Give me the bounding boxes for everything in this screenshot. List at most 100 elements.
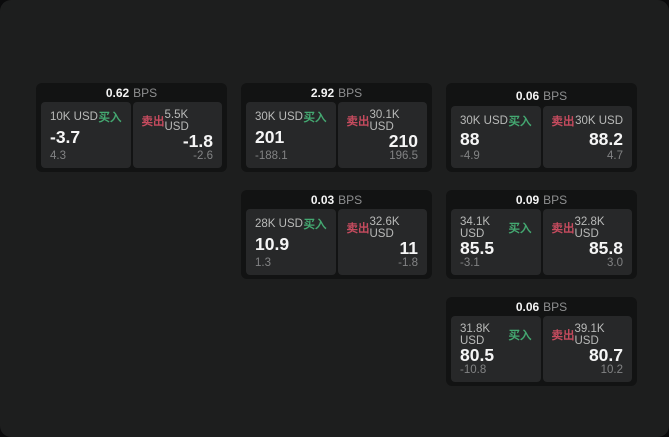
sell-header-row: 卖出 39.1K USD [552, 323, 624, 347]
bps-value: 0.06 [515, 300, 540, 315]
sell-size: 5.5K USD [164, 108, 189, 133]
sell-quote-panel[interactable]: 卖出 32.6K USD 11 -1.8 [337, 208, 427, 275]
buy-header-row: 10K USD 买入 [50, 109, 122, 125]
sell-tag: 卖出 [141, 115, 165, 128]
sell-price: 11 [399, 237, 419, 258]
buy-header-row: 31.8K USD 买入 [460, 323, 532, 347]
sell-tag: 卖出 [346, 115, 370, 128]
sell-header-row: 卖出 32.8K USD [552, 216, 624, 240]
sell-size: 32.6K USD [369, 215, 400, 240]
buy-price: -3.7 [50, 126, 81, 147]
sell-delta: 4.7 [607, 150, 623, 162]
sell-quote-panel[interactable]: 卖出 32.8K USD 85.8 3.0 [542, 208, 632, 275]
sell-delta: -2.6 [193, 150, 213, 162]
bps-unit-label: BPS [338, 193, 363, 208]
buy-size: 30K USD [460, 115, 508, 127]
buy-size: 30K USD [255, 110, 303, 123]
buy-tag: 买入 [303, 218, 327, 231]
sell-delta: 196.5 [389, 150, 418, 162]
card-header: 0.06 BPS [446, 83, 637, 106]
buy-header-row: 28K USD 买入 [255, 216, 327, 232]
sell-delta: 10.2 [600, 364, 623, 376]
sell-header-row: 卖出 30.1K USD [347, 109, 419, 133]
buy-header-row: 30K USD 买入 [460, 113, 532, 129]
bps-unit-label: BPS [543, 193, 568, 208]
sell-quote-panel[interactable]: 卖出 5.5K USD -1.8 -2.6 [132, 101, 222, 168]
quote-card: 0.62 BPS 10K USD 买入 -3.7 4.3 卖出 5.5K USD… [36, 83, 227, 172]
quote-card: 0.03 BPS 28K USD 买入 10.9 1.3 卖出 32.6K US… [241, 190, 432, 279]
buy-quote-panel[interactable]: 34.1K USD 买入 85.5 -3.1 [451, 208, 541, 275]
sell-tag: 卖出 [551, 222, 575, 235]
card-body: 34.1K USD 买入 85.5 -3.1 卖出 32.8K USD 85.8… [446, 208, 637, 280]
sell-tag: 卖出 [346, 222, 370, 235]
card-body: 28K USD 买入 10.9 1.3 卖出 32.6K USD 11 -1.8 [241, 208, 432, 280]
bps-value: 0.09 [515, 193, 540, 208]
buy-delta: 4.3 [50, 150, 66, 162]
buy-tag: 买入 [508, 329, 532, 342]
buy-header-row: 34.1K USD 买入 [460, 216, 532, 240]
sell-header-row: 卖出 30K USD [552, 113, 624, 129]
buy-delta: -188.1 [255, 150, 288, 162]
sell-price: 88.2 [588, 128, 623, 149]
sell-size: 32.8K USD [574, 215, 605, 240]
buy-size: 31.8K USD [460, 322, 491, 347]
bps-value: 2.92 [310, 86, 335, 101]
sell-price: 80.7 [588, 344, 623, 365]
card-header: 0.03 BPS [241, 190, 432, 209]
card-body: 30K USD 买入 201 -188.1 卖出 30.1K USD 210 1… [241, 101, 432, 173]
quote-card: 0.06 BPS 31.8K USD 买入 80.5 -10.8 卖出 39.1… [446, 297, 637, 386]
sell-size: 30.1K USD [369, 108, 400, 133]
buy-tag: 买入 [508, 222, 532, 235]
bps-unit-label: BPS [543, 88, 568, 103]
buy-quote-panel[interactable]: 10K USD 买入 -3.7 4.3 [41, 101, 131, 168]
buy-tag: 买入 [98, 111, 122, 124]
buy-delta: 1.3 [255, 257, 271, 269]
quote-card: 0.06 BPS 30K USD 买入 88 -4.9 卖出 30K USD 8… [446, 83, 637, 172]
quote-cards-grid: 0.62 BPS 10K USD 买入 -3.7 4.3 卖出 5.5K USD… [36, 83, 637, 386]
buy-quote-panel[interactable]: 30K USD 买入 201 -188.1 [246, 101, 336, 168]
buy-tag: 买入 [303, 111, 327, 124]
card-body: 31.8K USD 买入 80.5 -10.8 卖出 39.1K USD 80.… [446, 315, 637, 387]
sell-size: 30K USD [575, 115, 623, 127]
buy-size: 34.1K USD [460, 215, 491, 240]
sell-delta: 3.0 [607, 257, 623, 269]
sell-quote-panel[interactable]: 卖出 39.1K USD 80.7 10.2 [542, 315, 632, 382]
buy-quote-panel[interactable]: 28K USD 买入 10.9 1.3 [246, 208, 336, 275]
sell-quote-panel[interactable]: 卖出 30K USD 88.2 4.7 [542, 106, 632, 168]
sell-header-row: 卖出 5.5K USD [142, 109, 214, 133]
sell-tag: 卖出 [551, 329, 575, 342]
buy-delta: -4.9 [460, 150, 480, 162]
buy-price: 80.5 [460, 344, 495, 365]
sell-header-row: 卖出 32.6K USD [347, 216, 419, 240]
card-header: 2.92 BPS [241, 83, 432, 102]
card-header: 0.06 BPS [446, 297, 637, 316]
card-body: 10K USD 买入 -3.7 4.3 卖出 5.5K USD -1.8 -2.… [36, 101, 227, 173]
quote-card: 2.92 BPS 30K USD 买入 201 -188.1 卖出 30.1K … [241, 83, 432, 172]
quote-card: 0.09 BPS 34.1K USD 买入 85.5 -3.1 卖出 32.8K… [446, 190, 637, 279]
card-header: 0.62 BPS [36, 83, 227, 102]
bps-unit-label: BPS [338, 86, 363, 101]
sell-quote-panel[interactable]: 卖出 30.1K USD 210 196.5 [337, 101, 427, 168]
buy-size: 28K USD [255, 217, 303, 230]
sell-tag: 卖出 [551, 116, 575, 128]
bps-value: 0.06 [515, 88, 540, 103]
buy-size: 10K USD [50, 110, 98, 123]
bps-value: 0.62 [105, 86, 130, 101]
buy-price: 88 [460, 128, 480, 149]
card-header: 0.09 BPS [446, 190, 637, 209]
buy-delta: -10.8 [460, 364, 487, 376]
buy-quote-panel[interactable]: 30K USD 买入 88 -4.9 [451, 106, 541, 168]
buy-header-row: 30K USD 买入 [255, 109, 327, 125]
buy-quote-panel[interactable]: 31.8K USD 买入 80.5 -10.8 [451, 315, 541, 382]
buy-price: 10.9 [255, 233, 290, 254]
sell-price: 85.8 [588, 237, 623, 258]
sell-size: 39.1K USD [574, 322, 605, 347]
sell-price: 210 [388, 130, 418, 151]
buy-price: 201 [255, 126, 285, 147]
bps-value: 0.03 [310, 193, 335, 208]
buy-delta: -3.1 [460, 257, 480, 269]
buy-price: 85.5 [460, 237, 495, 258]
sell-price: -1.8 [182, 130, 213, 151]
bps-unit-label: BPS [133, 86, 158, 101]
